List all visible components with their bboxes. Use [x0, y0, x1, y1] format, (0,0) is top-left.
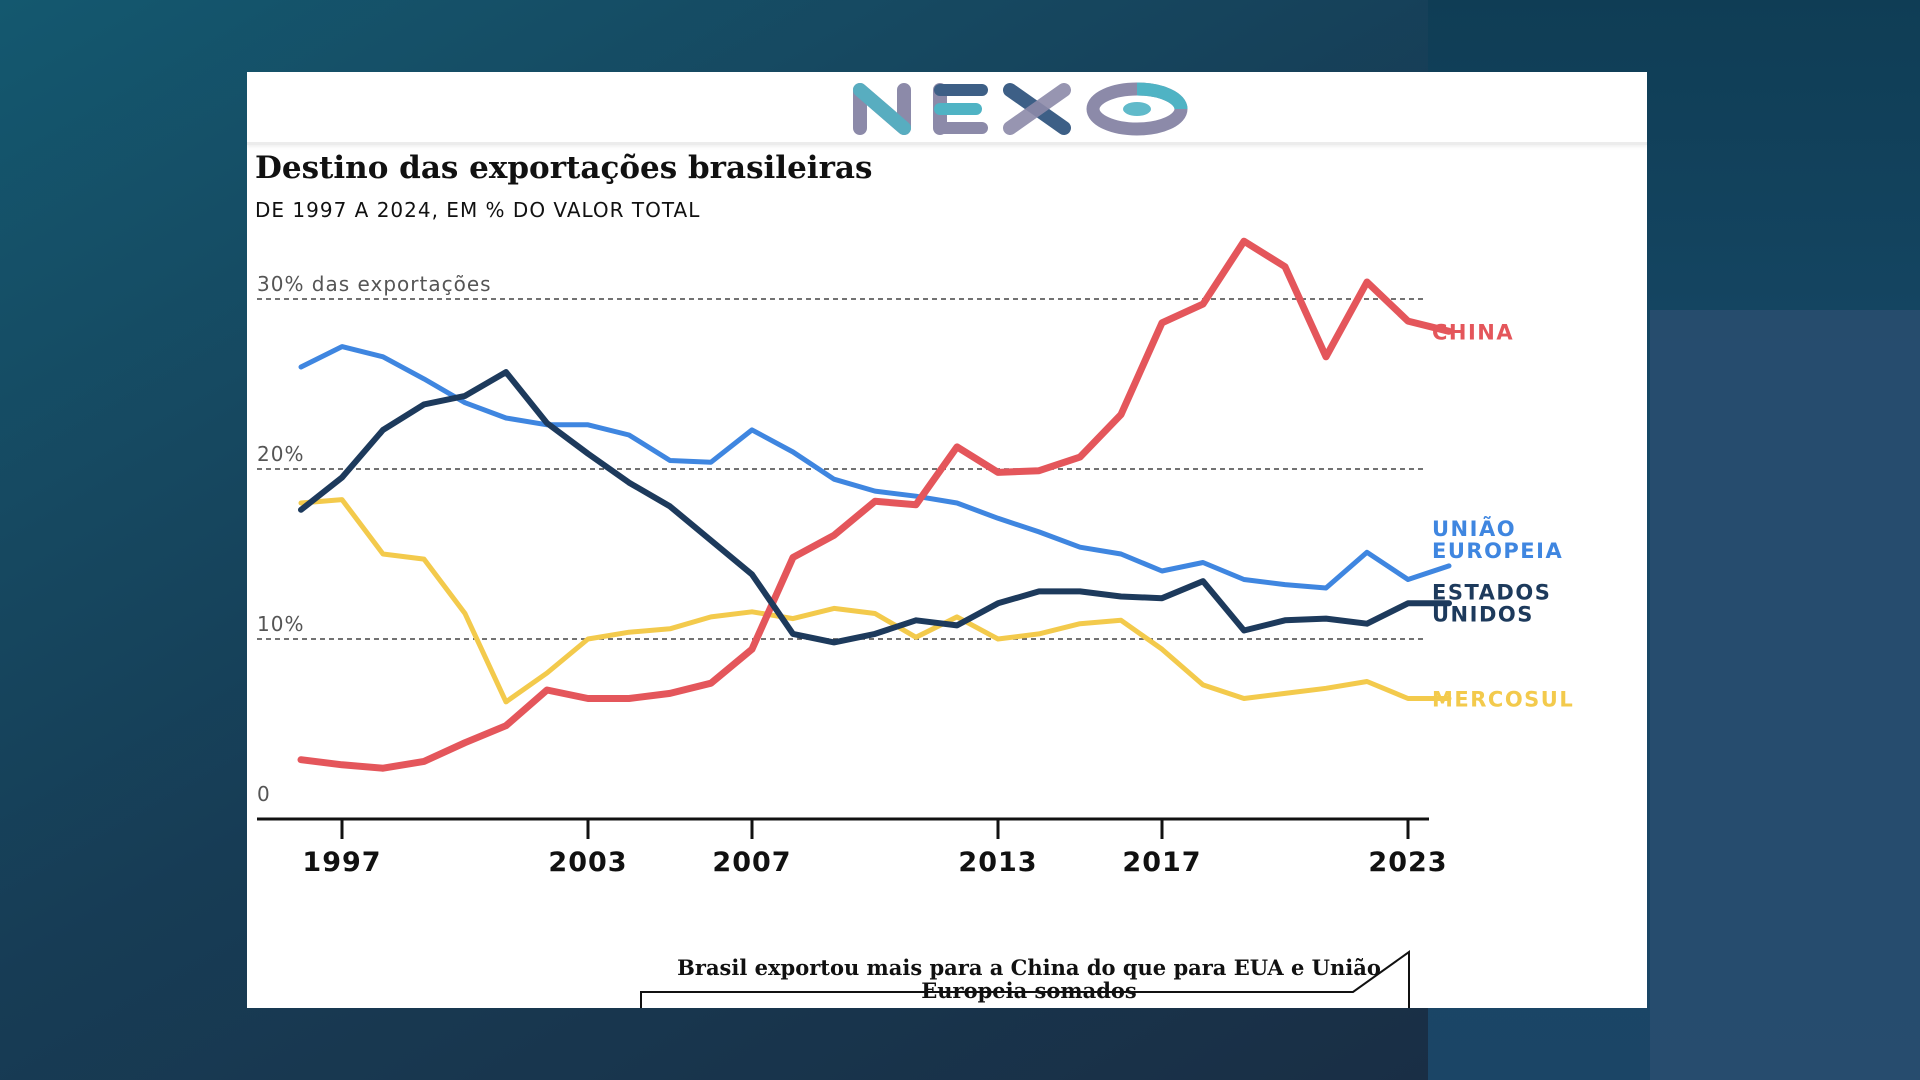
- line-chart: 10% 20% 30% das exportações 0 1997 2003 2007 20…: [257, 237, 1574, 878]
- series-line-china: [297, 237, 1453, 772]
- background-panel-lower: [1650, 310, 1920, 1080]
- card-header: [247, 72, 1647, 145]
- zero-label: 0: [257, 782, 271, 806]
- annotation-text: Brasil exportou mais para a China do que…: [677, 955, 1381, 1003]
- gridline-label-20: 20%: [257, 442, 304, 466]
- x-tick-label-2003: 2003: [548, 847, 627, 878]
- series-line-estados-unidos: [298, 369, 1452, 646]
- nexo-logo: [852, 80, 1212, 141]
- series-label-estados-unidos: ESTADOS UNIDOS: [1432, 580, 1551, 626]
- series-label-mercosul: MERCOSUL: [1432, 688, 1574, 712]
- x-tick-label-2017: 2017: [1122, 847, 1201, 878]
- annotation-callout: [639, 918, 1419, 1008]
- annotation-box: [640, 950, 1410, 1008]
- chart-title: Destino das exportações brasileiras: [255, 150, 873, 186]
- nexo-logo-graphic: [853, 82, 1188, 136]
- series-line-uniao-europeia: [298, 344, 1452, 591]
- x-tick-label-2007: 2007: [712, 847, 791, 878]
- gridline-label-10: 10%: [257, 612, 304, 636]
- series-label-uniao-europeia: UNIÃO EUROPEIA: [1432, 516, 1563, 563]
- gridline-label-30: 30% das exportações: [257, 272, 492, 296]
- x-tick-label-2013: 2013: [958, 847, 1037, 878]
- chart-card: Destino das exportações brasileiras DE 1…: [247, 72, 1647, 1008]
- x-tick-label-2023: 2023: [1368, 847, 1447, 878]
- chart-subtitle: DE 1997 A 2024, EM % DO VALOR TOTAL: [255, 198, 701, 222]
- series-line-mercosul: [298, 497, 1452, 705]
- x-tick-label-1997: 1997: [302, 847, 381, 878]
- series-label-china: CHINA: [1432, 320, 1514, 344]
